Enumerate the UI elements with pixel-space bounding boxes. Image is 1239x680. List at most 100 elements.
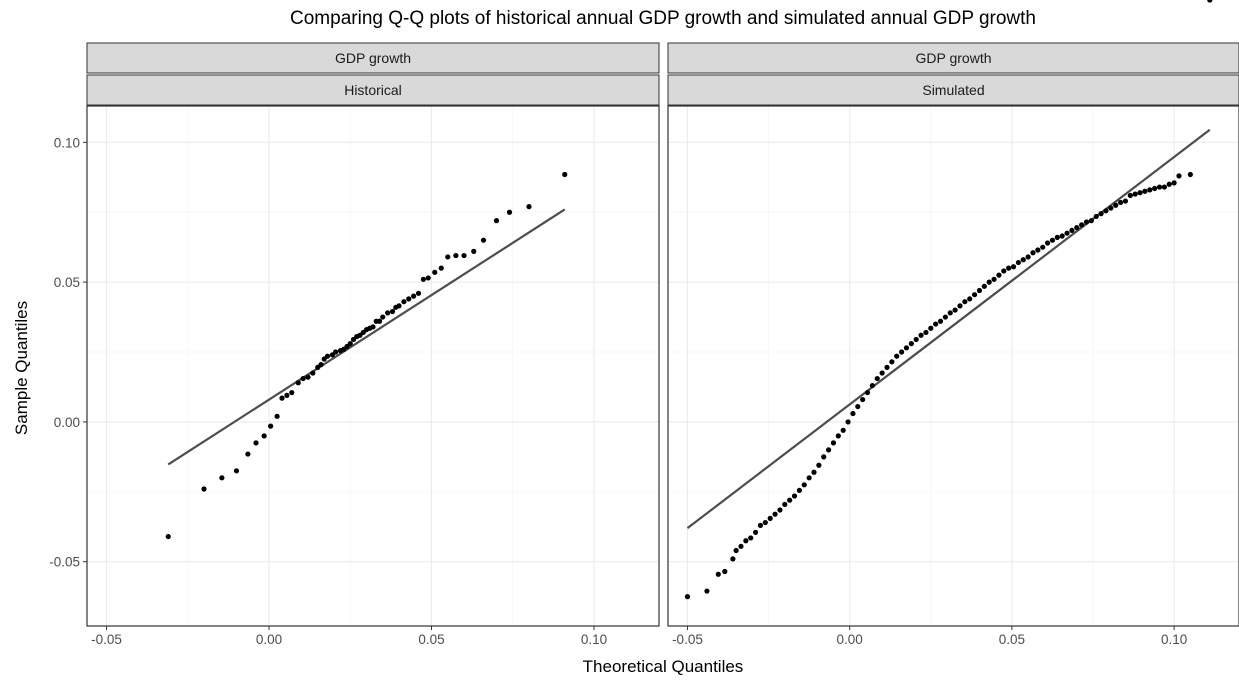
strip-label-1: GDP growth bbox=[916, 50, 992, 66]
data-point bbox=[864, 389, 871, 396]
data-point bbox=[971, 292, 978, 298]
data-point bbox=[889, 359, 895, 365]
data-point bbox=[268, 423, 274, 429]
data-point bbox=[1103, 208, 1109, 214]
data-point bbox=[825, 447, 832, 453]
data-point bbox=[1156, 184, 1163, 190]
data-point bbox=[461, 252, 467, 259]
data-point bbox=[937, 318, 944, 324]
data-point bbox=[986, 279, 992, 285]
panel-border bbox=[667, 105, 1239, 627]
data-point bbox=[894, 353, 900, 359]
data-point bbox=[1147, 187, 1153, 193]
data-point bbox=[801, 482, 807, 488]
data-point bbox=[324, 353, 331, 359]
data-point bbox=[1132, 191, 1138, 197]
data-point bbox=[1049, 237, 1056, 243]
data-point bbox=[1171, 180, 1177, 186]
panel-2: GDP growth Simulated -0.05 0.00 0.05 0.10 bbox=[667, 0, 1239, 647]
qq-reference-line bbox=[167, 208, 566, 466]
x-tick-label: -0.05 bbox=[672, 632, 703, 647]
data-point bbox=[493, 218, 500, 224]
data-point bbox=[903, 345, 910, 351]
data-point bbox=[1030, 250, 1036, 256]
data-point bbox=[991, 276, 997, 282]
data-point bbox=[253, 440, 259, 446]
data-point bbox=[923, 329, 929, 336]
data-point bbox=[1059, 233, 1065, 239]
data-point bbox=[1122, 198, 1129, 204]
data-point bbox=[411, 293, 417, 299]
data-point bbox=[1117, 199, 1124, 206]
chart-title: Comparing Q-Q plots of historical annual… bbox=[290, 8, 1036, 29]
data-point bbox=[913, 336, 919, 343]
x-tick-label: -0.05 bbox=[91, 632, 122, 647]
data-point bbox=[385, 310, 391, 316]
data-point bbox=[704, 588, 710, 594]
x-tick-label: 0.10 bbox=[581, 632, 607, 647]
data-point bbox=[389, 308, 396, 315]
data-point bbox=[777, 507, 783, 513]
data-point bbox=[898, 349, 905, 355]
data-point bbox=[840, 427, 846, 433]
strip-label-1: GDP growth bbox=[335, 50, 411, 66]
data-point bbox=[957, 303, 963, 309]
panels: GDP growth Historical -0.05 0.00 0.05 0.10 -0.… bbox=[49, 0, 1239, 647]
strip-2 bbox=[667, 74, 1239, 106]
data-point bbox=[908, 341, 914, 347]
data-point bbox=[1079, 222, 1085, 228]
data-point bbox=[715, 571, 721, 577]
data-point bbox=[279, 395, 285, 401]
data-point bbox=[506, 209, 513, 215]
y-tick-label: 0.00 bbox=[54, 415, 80, 430]
data-point bbox=[1137, 190, 1143, 196]
data-point bbox=[310, 370, 316, 376]
data-point bbox=[738, 543, 744, 549]
data-point bbox=[850, 410, 856, 417]
data-point bbox=[942, 314, 948, 320]
data-point bbox=[1010, 264, 1017, 270]
data-point bbox=[318, 362, 324, 368]
data-point bbox=[445, 254, 451, 260]
data-point bbox=[884, 364, 890, 370]
x-tick-label: 0.00 bbox=[256, 632, 282, 647]
data-point bbox=[1108, 205, 1114, 211]
data-point bbox=[1161, 184, 1167, 190]
data-point bbox=[816, 462, 822, 468]
data-point bbox=[757, 522, 764, 528]
data-point bbox=[406, 296, 412, 302]
data-point bbox=[1025, 254, 1031, 260]
data-point bbox=[1040, 244, 1046, 250]
data-point bbox=[1187, 171, 1193, 178]
data-point bbox=[480, 237, 487, 243]
data-point bbox=[918, 332, 924, 338]
y-tick-label: 0.10 bbox=[54, 135, 80, 150]
data-point bbox=[1093, 213, 1099, 220]
data-point bbox=[806, 475, 812, 481]
data-point bbox=[767, 515, 773, 521]
data-point bbox=[245, 451, 251, 457]
data-point bbox=[787, 497, 793, 503]
data-point bbox=[1006, 265, 1012, 271]
data-point bbox=[376, 318, 383, 324]
data-point bbox=[796, 487, 802, 494]
panel-border bbox=[86, 105, 660, 627]
data-point bbox=[1152, 185, 1158, 192]
strip-2 bbox=[86, 74, 660, 106]
data-point bbox=[730, 556, 736, 562]
data-point bbox=[284, 392, 290, 398]
y-axis-title: Sample Quantiles bbox=[12, 301, 31, 435]
x-tick-label: 0.10 bbox=[1161, 632, 1187, 647]
data-point bbox=[981, 283, 987, 289]
data-point bbox=[933, 321, 939, 327]
data-point bbox=[928, 325, 934, 331]
data-point bbox=[976, 287, 983, 294]
data-point bbox=[1015, 259, 1021, 266]
panel-background bbox=[87, 106, 659, 626]
data-point bbox=[684, 594, 691, 600]
data-point bbox=[333, 349, 339, 355]
data-point bbox=[1166, 181, 1172, 187]
data-point bbox=[1054, 234, 1060, 240]
data-point bbox=[1064, 230, 1070, 236]
